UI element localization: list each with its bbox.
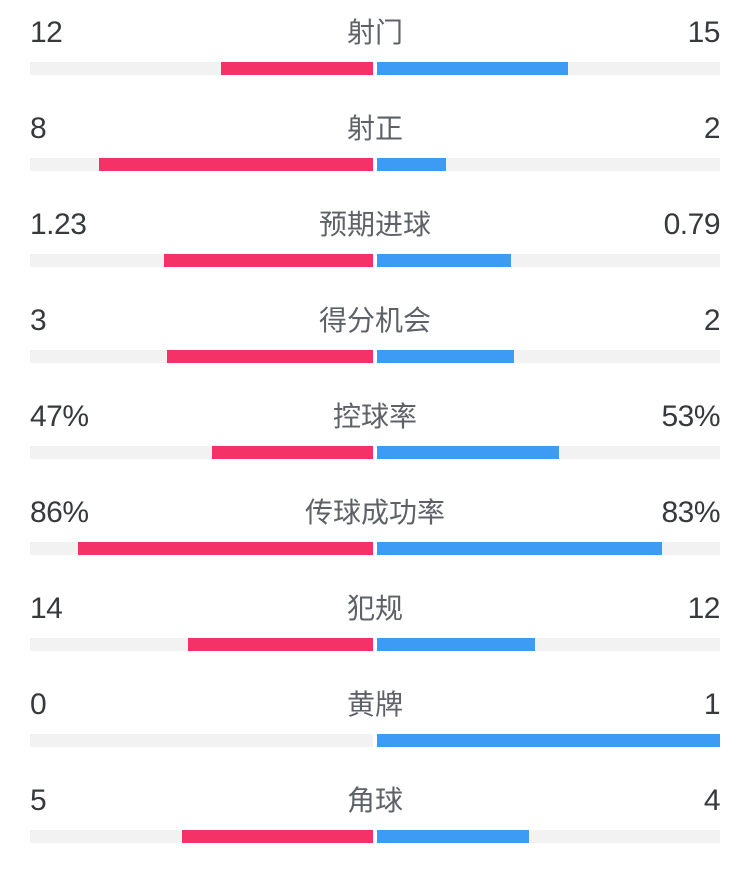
- away-bar-fill: [377, 446, 559, 459]
- home-bar-fill: [188, 638, 373, 651]
- away-bar-fill: [377, 350, 515, 363]
- away-value: 15: [687, 16, 721, 49]
- away-bar-fill: [377, 254, 512, 267]
- away-value: 1: [703, 688, 721, 721]
- stat-label: 控球率: [332, 401, 418, 432]
- stat-header: 86% 传球成功率 83%: [30, 494, 720, 532]
- stat-row: 0 黄牌 1: [30, 686, 721, 778]
- away-bar-track: [377, 350, 720, 363]
- stat-row: 14 犯规 12: [30, 590, 721, 682]
- home-bar-fill: [98, 158, 373, 171]
- stat-label: 犯规: [346, 593, 404, 624]
- home-value: 5: [30, 784, 47, 817]
- stat-bar-track: [30, 446, 720, 459]
- stat-bar-track: [30, 830, 720, 843]
- away-bar-track: [377, 830, 720, 843]
- stat-bar-track: [30, 254, 720, 267]
- home-bar-fill: [167, 350, 373, 363]
- stat-header: 47% 控球率 53%: [30, 398, 720, 436]
- stat-row: 47% 控球率 53%: [30, 398, 720, 490]
- home-bar-track: [30, 62, 373, 75]
- away-value: 53%: [661, 400, 720, 433]
- stat-row: 5 角球 4: [30, 782, 721, 874]
- stat-bar-track: [30, 734, 720, 747]
- stat-row: 12 射门 15: [30, 14, 721, 106]
- stat-label: 得分机会: [318, 305, 432, 336]
- stat-bar-track: [30, 542, 720, 555]
- stat-header: 1.23 预期进球 0.79: [30, 206, 721, 244]
- stat-label: 黄牌: [346, 689, 404, 720]
- home-value: 12: [30, 16, 63, 49]
- away-bar-track: [377, 446, 720, 459]
- away-bar-fill: [377, 638, 536, 651]
- home-bar-fill: [182, 830, 373, 843]
- away-bar-fill: [377, 158, 446, 171]
- away-value: 2: [703, 304, 721, 337]
- away-value: 83%: [661, 496, 720, 529]
- away-value: 0.79: [663, 208, 721, 241]
- home-bar-fill: [164, 254, 373, 267]
- home-bar-fill: [220, 62, 373, 75]
- home-bar-track: [30, 158, 373, 171]
- stat-bar-track: [30, 158, 720, 171]
- home-value: 3: [30, 304, 47, 337]
- stat-label: 射正: [346, 113, 404, 144]
- home-bar-track: [30, 638, 373, 651]
- away-bar-fill: [377, 734, 720, 747]
- stat-row: 8 射正 2: [30, 110, 721, 202]
- away-bar-track: [377, 62, 720, 75]
- home-bar-fill: [78, 542, 373, 555]
- stat-label: 角球: [346, 785, 404, 816]
- away-bar-track: [377, 734, 720, 747]
- home-bar-track: [30, 542, 373, 555]
- home-value: 8: [30, 112, 47, 145]
- away-value: 12: [687, 592, 721, 625]
- away-bar-fill: [377, 62, 568, 75]
- stat-label: 射门: [346, 17, 404, 48]
- match-stats-panel: 12 射门 15 8 射正 2 1.: [30, 14, 721, 843]
- home-value: 47%: [30, 400, 89, 433]
- away-value: 2: [703, 112, 721, 145]
- away-bar-track: [377, 542, 720, 555]
- away-bar-track: [377, 638, 720, 651]
- stat-header: 5 角球 4: [30, 782, 721, 820]
- stat-row: 86% 传球成功率 83%: [30, 494, 720, 586]
- stat-header: 0 黄牌 1: [30, 686, 721, 724]
- stat-row: 1.23 预期进球 0.79: [30, 206, 721, 298]
- stat-bar-track: [30, 638, 720, 651]
- stat-header: 12 射门 15: [30, 14, 721, 52]
- stat-bar-track: [30, 350, 720, 363]
- away-bar-track: [377, 158, 720, 171]
- home-bar-track: [30, 734, 373, 747]
- away-value: 4: [703, 784, 721, 817]
- stat-header: 8 射正 2: [30, 110, 721, 148]
- away-bar-fill: [377, 830, 530, 843]
- stat-label: 传球成功率: [304, 497, 446, 528]
- stat-header: 3 得分机会 2: [30, 302, 721, 340]
- home-bar-track: [30, 254, 373, 267]
- stat-header: 14 犯规 12: [30, 590, 721, 628]
- home-value: 86%: [30, 496, 89, 529]
- home-bar-track: [30, 830, 373, 843]
- home-value: 1.23: [30, 208, 87, 241]
- stat-bar-track: [30, 62, 720, 75]
- stat-row: 3 得分机会 2: [30, 302, 721, 394]
- home-bar-track: [30, 446, 373, 459]
- stat-label: 预期进球: [318, 209, 432, 240]
- away-bar-track: [377, 254, 720, 267]
- home-bar-track: [30, 350, 373, 363]
- home-value: 0: [30, 688, 47, 721]
- home-bar-fill: [211, 446, 373, 459]
- home-value: 14: [30, 592, 63, 625]
- away-bar-fill: [377, 542, 662, 555]
